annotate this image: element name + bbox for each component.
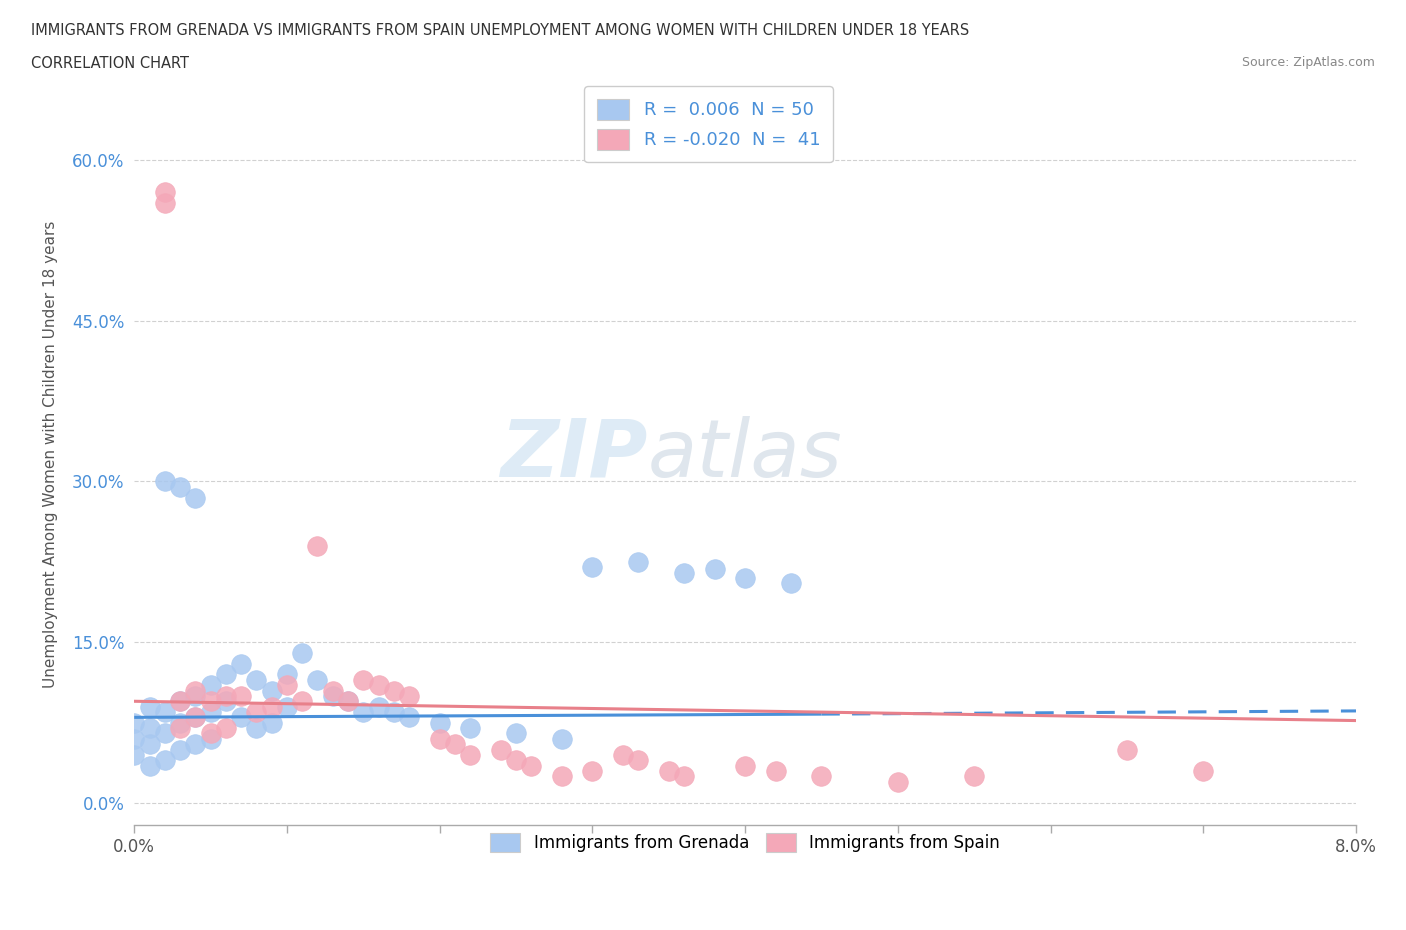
Point: [245, 672, 267, 687]
Point: [291, 694, 314, 709]
Point: [169, 715, 191, 730]
Point: [215, 694, 238, 709]
Point: [215, 667, 238, 682]
Point: [627, 752, 650, 767]
Point: [260, 684, 283, 698]
Point: [291, 645, 314, 660]
Point: [612, 748, 634, 763]
Point: [780, 576, 803, 591]
Point: [382, 705, 405, 720]
Point: [200, 731, 222, 746]
Point: [231, 710, 253, 724]
Point: [169, 479, 191, 494]
Point: [153, 184, 176, 199]
Point: [260, 699, 283, 714]
Y-axis label: Unemployment Among Women with Children Under 18 years: Unemployment Among Women with Children U…: [44, 221, 58, 688]
Point: [184, 737, 207, 751]
Point: [169, 694, 191, 709]
Point: [581, 764, 603, 778]
Point: [184, 710, 207, 724]
Point: [276, 667, 298, 682]
Point: [887, 775, 910, 790]
Point: [337, 694, 360, 709]
Point: [215, 721, 238, 736]
Point: [153, 726, 176, 741]
Point: [398, 710, 420, 724]
Point: [963, 769, 986, 784]
Point: [245, 705, 267, 720]
Point: [200, 726, 222, 741]
Point: [276, 678, 298, 693]
Point: [122, 748, 145, 763]
Point: [1192, 764, 1215, 778]
Point: [153, 195, 176, 210]
Point: [245, 721, 267, 736]
Point: [231, 688, 253, 703]
Point: [458, 721, 481, 736]
Point: [352, 672, 374, 687]
Text: IMMIGRANTS FROM GRENADA VS IMMIGRANTS FROM SPAIN UNEMPLOYMENT AMONG WOMEN WITH C: IMMIGRANTS FROM GRENADA VS IMMIGRANTS FR…: [31, 23, 969, 38]
Point: [200, 705, 222, 720]
Point: [260, 715, 283, 730]
Point: [138, 721, 160, 736]
Point: [444, 737, 467, 751]
Point: [184, 688, 207, 703]
Point: [138, 758, 160, 773]
Point: [231, 657, 253, 671]
Point: [200, 678, 222, 693]
Text: atlas: atlas: [647, 416, 842, 494]
Point: [169, 742, 191, 757]
Point: [658, 764, 681, 778]
Point: [215, 688, 238, 703]
Text: ZIP: ZIP: [501, 416, 647, 494]
Point: [429, 731, 451, 746]
Point: [153, 474, 176, 489]
Point: [810, 769, 832, 784]
Point: [551, 731, 574, 746]
Point: [703, 562, 725, 577]
Point: [505, 752, 527, 767]
Point: [765, 764, 787, 778]
Point: [734, 570, 756, 585]
Point: [1116, 742, 1139, 757]
Point: [138, 737, 160, 751]
Point: [734, 758, 756, 773]
Point: [367, 699, 389, 714]
Point: [169, 721, 191, 736]
Point: [627, 554, 650, 569]
Point: [184, 684, 207, 698]
Point: [673, 565, 696, 580]
Point: [307, 672, 329, 687]
Point: [169, 694, 191, 709]
Point: [184, 710, 207, 724]
Point: [122, 731, 145, 746]
Point: [520, 758, 543, 773]
Point: [489, 742, 512, 757]
Point: [673, 769, 696, 784]
Point: [122, 715, 145, 730]
Point: [581, 560, 603, 575]
Legend: Immigrants from Grenada, Immigrants from Spain: Immigrants from Grenada, Immigrants from…: [482, 825, 1008, 860]
Text: Source: ZipAtlas.com: Source: ZipAtlas.com: [1241, 56, 1375, 69]
Point: [322, 684, 344, 698]
Point: [458, 748, 481, 763]
Point: [322, 688, 344, 703]
Point: [184, 490, 207, 505]
Point: [352, 705, 374, 720]
Text: CORRELATION CHART: CORRELATION CHART: [31, 56, 188, 71]
Point: [337, 694, 360, 709]
Point: [398, 688, 420, 703]
Point: [429, 715, 451, 730]
Point: [367, 678, 389, 693]
Point: [153, 705, 176, 720]
Point: [153, 752, 176, 767]
Point: [138, 699, 160, 714]
Point: [307, 538, 329, 553]
Point: [382, 684, 405, 698]
Point: [276, 699, 298, 714]
Point: [551, 769, 574, 784]
Point: [505, 726, 527, 741]
Point: [200, 694, 222, 709]
